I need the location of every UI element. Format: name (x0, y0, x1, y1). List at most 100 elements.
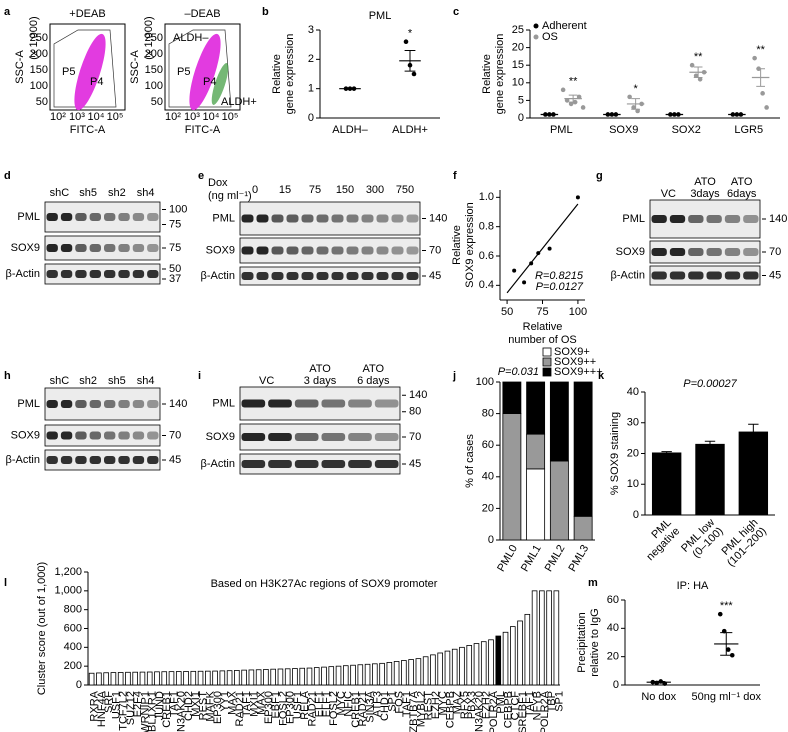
band (391, 272, 404, 280)
y-axis-label: Relative (481, 54, 493, 94)
band (118, 431, 130, 440)
x-tick-label: USF1 (292, 691, 304, 719)
bar (488, 639, 494, 686)
x-tick-label: JUND (154, 691, 166, 720)
row-label: β-Actin (201, 270, 235, 282)
band (743, 271, 759, 280)
bar (451, 648, 458, 686)
error-bar (720, 632, 733, 656)
x-tick-label: 10³ (184, 111, 200, 123)
band (60, 244, 73, 252)
x-tick-label: PML1 (519, 543, 544, 574)
bar (430, 654, 436, 686)
size-marker: 75 (169, 218, 181, 230)
lane-label: 0 (252, 184, 258, 196)
legend-label: SOX9++ (554, 356, 596, 368)
lane-label: sh5 (79, 187, 97, 199)
legend-marker (533, 34, 539, 40)
y-tick-label: 400 (64, 641, 82, 653)
row-label: β-Actin (611, 269, 645, 281)
bar (88, 672, 95, 686)
x-tick-label: 10² (50, 111, 66, 123)
bar (531, 590, 538, 686)
y-tick-label: 250 (145, 32, 163, 44)
data-point (411, 71, 417, 77)
x-tick-label: TAF1 (401, 691, 413, 717)
cell-cloud (189, 33, 221, 111)
bar (284, 668, 291, 686)
bar (372, 663, 378, 686)
band (743, 248, 759, 256)
y-tick-label: 25 (512, 24, 524, 36)
x-tick-label: TBL1XR1 (147, 691, 159, 732)
significance: ** (694, 51, 703, 63)
x-tick-label: NFYB (531, 691, 543, 720)
x-tick-label: EZH2 (430, 691, 442, 719)
y-axis-label: gene expression (494, 34, 506, 115)
band (147, 431, 159, 440)
band (241, 460, 266, 468)
legend-swatch (542, 367, 552, 377)
x-axis-label: FITC-A (185, 124, 221, 136)
x-tick-label: RFX5 (459, 691, 471, 719)
x-tick-label: EP300 (285, 691, 297, 724)
band (46, 431, 58, 440)
band (118, 400, 130, 408)
lane-label: 6days (727, 188, 757, 200)
bar (502, 631, 509, 686)
error-bar (704, 440, 716, 445)
x-tick-label: TBP (546, 691, 558, 712)
y-tick-label: 0 (488, 534, 494, 546)
y-tick-label: 1,000 (54, 585, 82, 597)
lane-label: ATO (363, 363, 385, 375)
blot-strip (649, 240, 761, 264)
y-axis-label: SSC-A (14, 50, 26, 84)
y-axis-label: Relative (451, 225, 463, 265)
y-tick-label: 60 (607, 594, 619, 606)
panel-label: k (598, 370, 605, 382)
bar (651, 452, 682, 516)
data-point (627, 94, 632, 100)
bar (415, 658, 422, 686)
x-tick-label: CHD2 (183, 691, 195, 721)
x-axis-label: number of OS (508, 334, 576, 346)
y-tick-label: 0 (518, 112, 524, 124)
lane-label: sh5 (108, 375, 126, 387)
error-bar (693, 66, 703, 79)
lane-label: 3days (690, 188, 720, 200)
row-label: PML (622, 213, 645, 225)
panel-label: c (453, 6, 459, 18)
x-tick-label: EP300 (263, 691, 275, 724)
x-tick-label: SIN3AK20 (176, 691, 188, 732)
gate-label: ALDH+ (221, 96, 257, 108)
bar (313, 667, 320, 686)
bar (190, 670, 197, 686)
bar (466, 645, 473, 686)
band (286, 246, 299, 255)
x-tick-label: NFIC (343, 691, 355, 717)
band (241, 272, 254, 280)
bar-segment (573, 381, 593, 517)
aldh-cells (211, 63, 229, 105)
lane-label: shC (50, 375, 70, 387)
band (688, 248, 704, 256)
bar (117, 672, 124, 686)
band (743, 215, 759, 223)
band (132, 270, 145, 278)
bar (437, 652, 443, 686)
annotation: P=0.0127 (536, 281, 584, 293)
bar (510, 626, 516, 686)
y-axis-label: Relative (271, 54, 283, 94)
band (331, 246, 344, 255)
error-bar (652, 680, 665, 684)
y-axis-label: gene expression (284, 34, 296, 115)
band (346, 272, 359, 280)
band (294, 399, 319, 408)
x-tick-label: LGR5 (734, 124, 763, 136)
x-tick-label: REST (423, 691, 435, 721)
bar (546, 590, 552, 686)
row-label: PML (212, 397, 235, 409)
gate-label: P5 (62, 66, 75, 78)
y-tick-label: 40 (627, 386, 639, 398)
x-tick-label: SP1 (386, 691, 398, 712)
